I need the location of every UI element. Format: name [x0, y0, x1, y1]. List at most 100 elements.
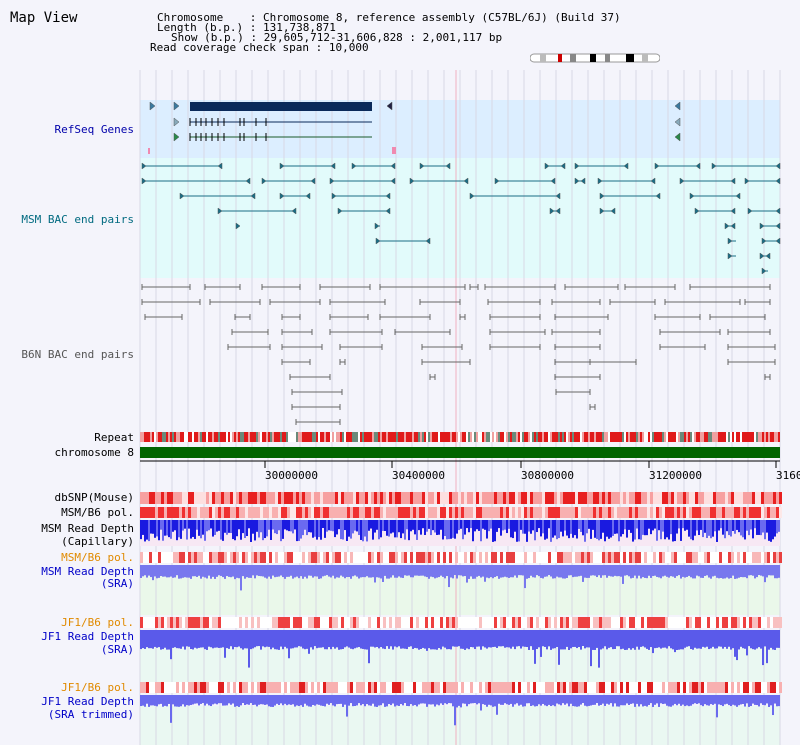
repeat-mark: [518, 432, 520, 442]
heat-cell: [158, 492, 161, 504]
heat-cell: [776, 682, 779, 693]
heat-cell: [722, 507, 725, 518]
heat-cell: [398, 492, 401, 504]
chromosome-ideogram[interactable]: [530, 53, 660, 63]
heat-cell: [542, 617, 545, 628]
depth-bar: [774, 520, 776, 537]
depth-bar: [244, 630, 246, 649]
depth-bar: [616, 565, 618, 577]
heat-cell: [377, 617, 380, 628]
repeat-mark: [274, 432, 276, 442]
depth-bar: [696, 695, 698, 704]
repeat-mark: [280, 432, 282, 442]
heat-cell: [494, 492, 497, 504]
repeat-mark: [446, 432, 448, 442]
depth-bar: [560, 520, 562, 532]
b6n-bac-track[interactable]: [141, 284, 776, 425]
repeat-mark: [452, 432, 454, 442]
heat-cell: [713, 617, 716, 628]
depth-bar: [522, 630, 524, 647]
depth-bar: [200, 565, 202, 579]
heat-cell: [698, 617, 701, 628]
depth-bar: [698, 565, 700, 577]
heat-cell: [620, 507, 623, 518]
heat-cell: [203, 552, 206, 563]
repeat-mark: [650, 432, 652, 442]
depth-bar: [420, 565, 422, 576]
depth-bar: [468, 565, 470, 579]
repeat-mark: [692, 432, 694, 442]
depth-bar: [710, 520, 712, 539]
heat-cell: [596, 617, 599, 628]
heat-cell: [161, 552, 164, 563]
depth-bar: [488, 520, 490, 532]
refseq-label[interactable]: RefSeq Genes: [54, 123, 134, 136]
msm-bac-label[interactable]: MSM BAC end pairs: [21, 213, 134, 226]
depth-bar: [642, 630, 644, 647]
heat-cell: [590, 552, 593, 563]
heat-cell: [284, 552, 287, 563]
heat-cell: [644, 617, 647, 628]
depth-bar: [624, 565, 626, 576]
repeat-mark: [474, 432, 476, 442]
jf1-depth-sra-label[interactable]: JF1 Read Depth: [41, 630, 134, 643]
repeat-mark: [336, 432, 338, 442]
depth-bar: [302, 520, 304, 536]
depth-bar: [766, 565, 768, 578]
heat-cell: [176, 617, 179, 628]
repeat-mark: [238, 432, 240, 442]
depth-bar: [176, 630, 178, 649]
heat-cell: [320, 617, 323, 628]
repeat-mark: [478, 432, 480, 442]
depth-bar: [744, 520, 746, 540]
heat-cell: [350, 682, 353, 693]
heat-cell: [638, 552, 641, 563]
depth-bar: [312, 695, 314, 705]
heat-cell: [218, 552, 221, 563]
depth-bar: [754, 565, 756, 579]
jf1-b6-pol-label[interactable]: JF1/B6 pol.: [61, 616, 134, 629]
heat-cell: [614, 507, 617, 518]
jf1-b6-pol-label-2[interactable]: JF1/B6 pol.: [61, 681, 134, 694]
heat-cell: [233, 507, 236, 518]
b6n-bac-label[interactable]: B6N BAC end pairs: [21, 348, 134, 361]
depth-bar: [520, 630, 522, 649]
heat-cell: [449, 552, 452, 563]
heat-cell: [497, 682, 500, 693]
jf1-trim-label[interactable]: JF1 Read Depth: [41, 695, 134, 708]
depth-bar: [298, 695, 300, 707]
depth-bar: [330, 520, 332, 531]
repeat-mark: [488, 432, 490, 442]
heat-cell: [524, 507, 527, 518]
msm-bac-track[interactable]: [141, 162, 781, 275]
depth-bar: [538, 630, 540, 648]
depth-bar: [486, 520, 488, 539]
msm-b6-pol-label-2[interactable]: MSM/B6 pol.: [61, 551, 134, 564]
repeat-mark: [714, 432, 716, 442]
depth-bar: [694, 520, 696, 536]
depth-bar: [426, 565, 428, 578]
heat-cell: [752, 617, 755, 628]
feature-arrow: [655, 192, 661, 200]
dbsnp-label[interactable]: dbSNP(Mouse): [54, 491, 134, 504]
depth-bar: [618, 565, 620, 577]
heat-cell: [200, 617, 203, 628]
heat-cell: [584, 492, 587, 504]
depth-bar: [268, 520, 270, 530]
depth-bar: [742, 520, 744, 538]
depth-bar: [568, 520, 570, 539]
repeat-mark: [450, 432, 452, 442]
msm-depth-sra-label[interactable]: MSM Read Depth: [41, 565, 134, 578]
msm-b6-pol-label[interactable]: MSM/B6 pol.: [61, 506, 134, 519]
depth-bar: [642, 565, 644, 578]
refseq-track[interactable]: [148, 101, 681, 154]
feature-arrow: [375, 237, 381, 245]
depth-bar: [604, 695, 606, 706]
depth-bar: [714, 630, 716, 649]
heat-cell: [293, 507, 296, 518]
msm-depth-capillary-label[interactable]: MSM Read Depth: [41, 522, 134, 535]
heat-cell: [623, 682, 626, 693]
heat-cell: [377, 552, 380, 563]
repeat-mark: [368, 432, 370, 442]
depth-bar: [336, 695, 338, 705]
